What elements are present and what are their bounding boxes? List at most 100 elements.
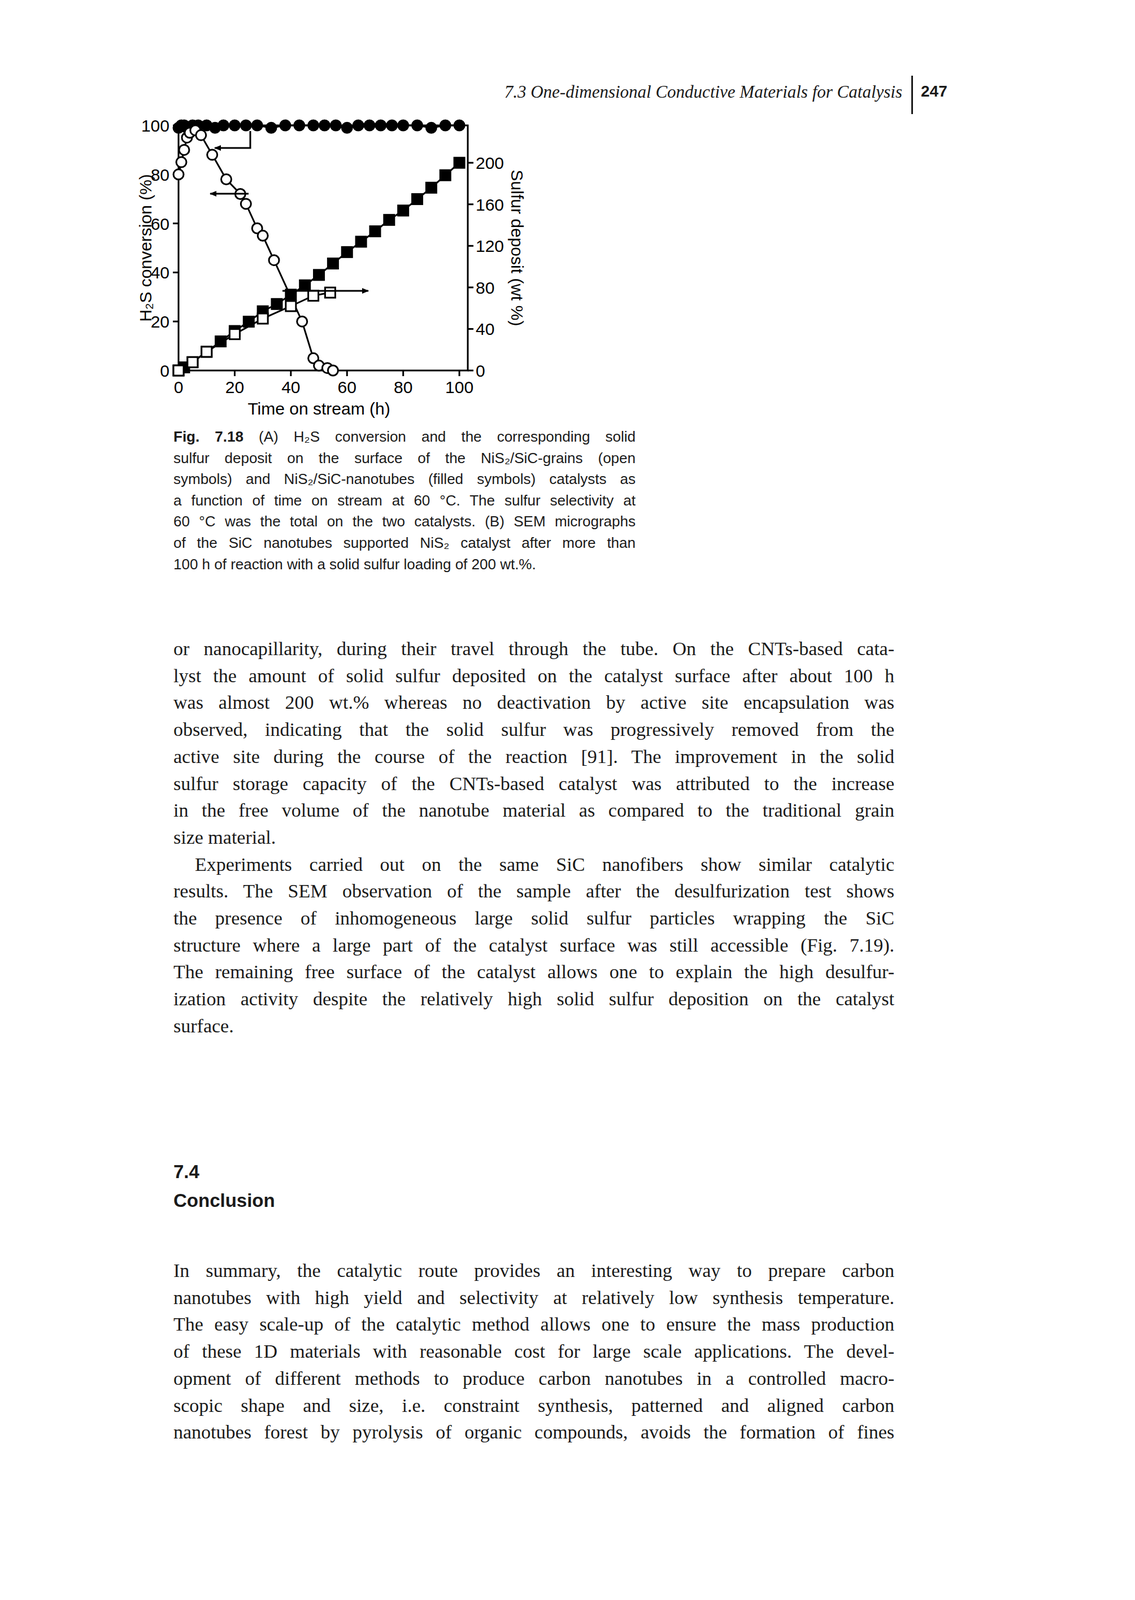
body-line: nanotubes with high yield and selectivit… — [173, 1284, 895, 1312]
body-text: The remaining free surface of the cataly… — [173, 961, 895, 983]
data-point — [297, 316, 308, 327]
data-point — [355, 236, 367, 247]
caption-line-text: sulfur deposit on the surface of the NiS… — [173, 449, 636, 467]
caption-line: 60 °C was the total on the two catalysts… — [173, 511, 636, 533]
body-line: opment of different methods to produce c… — [173, 1365, 895, 1393]
body-line: The remaining free surface of the cataly… — [173, 958, 895, 986]
body-text: lyst the amount of solid sulfur deposite… — [173, 665, 895, 687]
body-text: nanotubes forest by pyrolysis of organic… — [173, 1421, 895, 1443]
data-point — [327, 258, 338, 269]
body-line: active site during the course of the rea… — [173, 743, 895, 771]
data-point — [221, 174, 232, 185]
body-line: Experiments carried out on the same SiC … — [194, 851, 895, 879]
data-point — [229, 120, 240, 131]
data-point — [425, 122, 437, 133]
section-number-text: 7.4 — [173, 1161, 200, 1183]
caption-text: 60 °C was the total on the two catalysts… — [173, 512, 636, 530]
y-tick — [172, 222, 179, 225]
body-line: sulfur storage capacity of the CNTs-base… — [173, 770, 895, 798]
data-point — [454, 120, 465, 131]
data-point — [207, 149, 218, 160]
annotation-arrow — [282, 290, 369, 293]
caption-line-text: of the SiC nanotubes supported NiS₂ cata… — [173, 534, 636, 552]
caption-line-text: 60 °C was the total on the two catalysts… — [173, 512, 636, 530]
caption-line: 100 h of reaction with a solid sulfur lo… — [173, 554, 537, 576]
body-text: The easy scale-up of the catalytic metho… — [173, 1314, 895, 1335]
caption-line-text: 100 h of reaction with a solid sulfur lo… — [173, 555, 537, 573]
data-point — [440, 170, 451, 181]
body-line: in the free volume of the nanotube mater… — [173, 797, 895, 825]
y2-tick — [467, 245, 474, 247]
caption-line-text: Fig. 7.18 (A) H₂S conversion and the cor… — [173, 428, 636, 446]
y-tick-label: 0 — [159, 361, 170, 381]
caption-text: 100 h of reaction with a solid sulfur lo… — [173, 555, 537, 573]
data-point — [196, 129, 207, 141]
section-number: 7.4 — [173, 1161, 200, 1184]
series-line — [178, 130, 333, 371]
body-text: sulfur storage capacity of the CNTs-base… — [173, 773, 895, 795]
y2-tick-label: 80 — [475, 278, 495, 298]
data-point — [173, 365, 184, 376]
x-tick-label: 20 — [225, 377, 245, 397]
data-point — [330, 120, 341, 131]
caption-label: Fig. 7.18 — [173, 428, 244, 446]
data-point — [384, 214, 395, 225]
body-text: scopic shape and size, i.e. constraint s… — [173, 1395, 895, 1417]
data-point — [218, 120, 229, 131]
data-point — [187, 357, 198, 368]
body-text: active site during the course of the rea… — [173, 746, 895, 768]
body-line: structure where a large part of the cata… — [173, 932, 895, 960]
data-point — [268, 255, 280, 266]
data-point — [201, 346, 212, 358]
section-title: Conclusion — [173, 1190, 276, 1212]
y2-tick — [467, 370, 474, 372]
data-point — [425, 182, 437, 193]
x-tick-label: 40 — [281, 377, 300, 397]
data-point — [327, 365, 338, 376]
data-point — [173, 169, 184, 180]
y-tick-label: 100 — [141, 116, 170, 136]
annotation-arrow — [214, 131, 251, 149]
y2-tick — [467, 286, 474, 289]
data-point — [240, 120, 251, 131]
data-point — [353, 120, 364, 131]
y2-axis-label: Sulfur deposit (wt %) — [507, 170, 527, 327]
x-tick — [346, 370, 349, 377]
data-point — [173, 365, 184, 376]
series-line — [178, 162, 460, 371]
running-title: 7.3 One-dimensional Conductive Materials… — [504, 81, 903, 103]
body-line: In summary, the catalytic route provides… — [173, 1257, 895, 1285]
data-point — [375, 120, 386, 131]
data-point — [386, 120, 398, 131]
body-line: was almost 200 wt.% whereas no deactivat… — [173, 689, 895, 717]
x-tick-label: 100 — [445, 377, 474, 397]
caption-line: a function of time on stream at 60 °C. T… — [173, 490, 636, 512]
caption-line: Fig. 7.18 (A) H₂S conversion and the cor… — [173, 426, 636, 449]
annotation-arrow — [210, 193, 249, 195]
body-line: results. The SEM observation of the samp… — [173, 877, 895, 906]
y2-tick-label: 200 — [475, 153, 504, 173]
caption-text: a function of time on stream at 60 °C. T… — [173, 492, 636, 510]
body-line: ization activity despite the relatively … — [173, 985, 895, 1013]
body-text: in the free volume of the nanotube mater… — [173, 799, 895, 821]
y2-tick-label: 120 — [475, 236, 504, 256]
body-text: was almost 200 wt.% whereas no deactivat… — [173, 692, 895, 713]
series-line — [178, 292, 330, 371]
x-tick — [289, 370, 292, 377]
y2-tick-label: 40 — [475, 319, 495, 339]
caption-line: symbols) and NiS₂/SiC-nanotubes (filled … — [173, 468, 636, 491]
data-point — [319, 120, 330, 131]
data-point — [341, 122, 352, 133]
body-text: the presence of inhomogeneous large soli… — [173, 907, 895, 929]
y2-tick-label: 160 — [475, 195, 504, 215]
data-point — [271, 298, 282, 310]
data-point — [412, 194, 423, 205]
plot-frame — [178, 125, 468, 371]
data-point — [251, 120, 263, 131]
x-tick-label: 0 — [174, 377, 184, 397]
y-axis-label: H₂S conversion (%) — [136, 174, 155, 323]
x-tick — [402, 370, 404, 377]
data-point — [266, 122, 277, 133]
data-point — [440, 120, 451, 131]
section-title-text: Conclusion — [173, 1190, 276, 1212]
